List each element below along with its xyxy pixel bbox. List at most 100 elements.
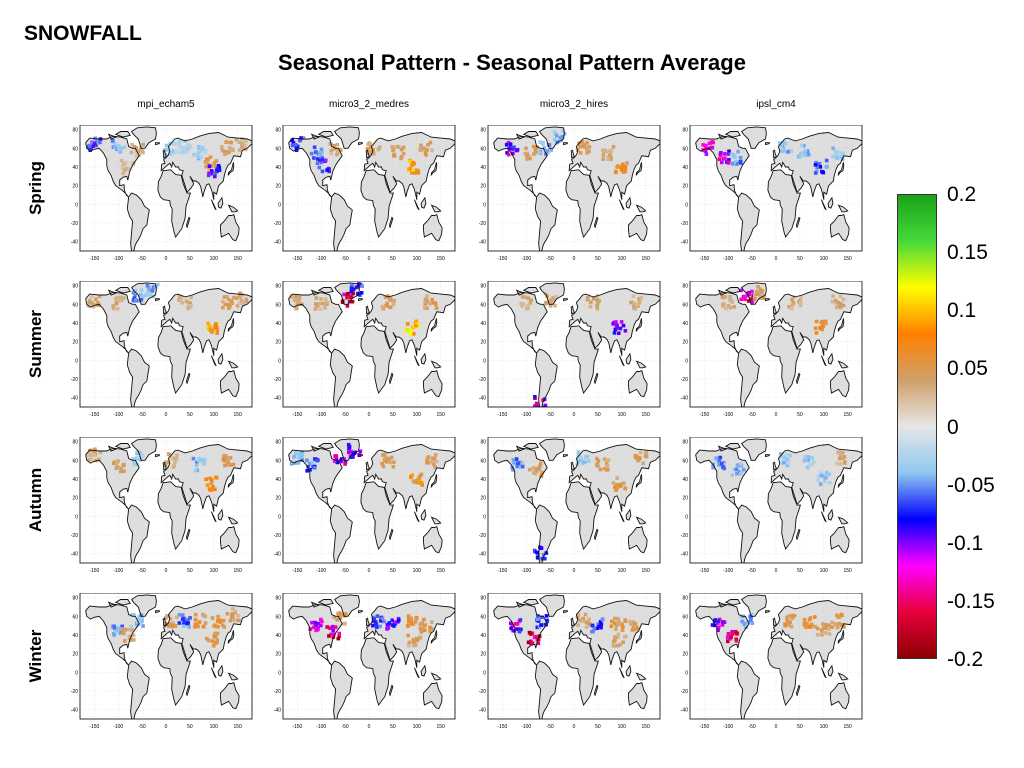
y-tick-label: 80 [72, 440, 78, 446]
snowfall-anomaly-cell [345, 304, 350, 308]
snowfall-anomaly-cell [338, 615, 342, 619]
snowfall-anomaly-cell [386, 625, 391, 630]
coastline [594, 216, 599, 228]
land-mass [360, 481, 394, 549]
snowfall-anomaly-cell [221, 299, 225, 304]
snowfall-anomaly-cell [186, 142, 190, 147]
snowfall-anomaly-cell [430, 297, 434, 302]
y-tick-label: 20 [682, 184, 688, 190]
coastline [130, 282, 157, 305]
snowfall-anomaly-cell [87, 300, 92, 304]
y-tick-label: -40 [681, 552, 688, 558]
y-tick-label: -20 [71, 533, 78, 539]
snowfall-anomaly-cell [225, 463, 229, 467]
snowfall-anomaly-cell [789, 306, 793, 311]
coastline [126, 192, 150, 251]
snowfall-anomaly-cell [714, 456, 719, 460]
snowfall-anomaly-cell-group [523, 144, 539, 162]
snowfall-anomaly-cell-group [611, 476, 628, 492]
y-tick-label: -40 [274, 708, 281, 714]
snowfall-anomaly-cell [119, 146, 124, 151]
snowfall-anomaly-cell [720, 623, 725, 627]
snowfall-anomaly-cell-group [802, 454, 816, 470]
snowfall-anomaly-cell [208, 476, 212, 481]
snowfall-anomaly-cell [635, 626, 640, 630]
snowfall-anomaly-cell [430, 620, 434, 624]
y-tick-label: -40 [681, 240, 688, 246]
x-tick-label: 150 [233, 256, 242, 262]
snowfall-anomaly-cell [188, 301, 193, 306]
y-tick-label: 40 [682, 477, 688, 483]
coastline [538, 282, 565, 305]
coastline [695, 135, 750, 198]
snowfall-anomaly-cell [390, 145, 394, 149]
snowfall-anomaly-cell [788, 620, 792, 624]
snowfall-anomaly-cell [537, 467, 541, 472]
x-tick-label: 0 [573, 724, 576, 730]
snowfall-anomaly-cell [618, 482, 622, 487]
snowfall-anomaly-cell [129, 638, 134, 642]
snowfall-anomaly-cell [89, 457, 94, 461]
y-tick-label: -20 [681, 689, 688, 695]
y-tick-label: 80 [480, 284, 486, 290]
snowfall-anomaly-cell [122, 168, 127, 173]
x-tick-label: 100 [618, 412, 627, 418]
coastline [160, 288, 252, 356]
snowfall-anomaly-cell [317, 155, 321, 159]
snowfall-anomaly-cell [204, 477, 208, 481]
y-tick-label: 20 [72, 340, 78, 346]
snowfall-anomaly-cell [610, 619, 614, 624]
snowfall-anomaly-cell [553, 303, 557, 308]
snowfall-anomaly-cell [618, 326, 623, 331]
land-mass [830, 526, 850, 553]
snowfall-anomaly-cell [735, 471, 739, 476]
coastline [358, 610, 363, 614]
land-mass [288, 604, 343, 665]
snowfall-anomaly-cell-group [425, 453, 439, 469]
snowfall-anomaly-cell [835, 150, 840, 154]
snowfall-anomaly-cell [414, 324, 418, 328]
snowfall-anomaly-cell [734, 159, 738, 164]
coastline [210, 667, 217, 679]
snowfall-anomaly-cell [194, 623, 198, 628]
snowfall-anomaly-cell [306, 465, 310, 469]
coastline [534, 660, 558, 719]
snowfall-anomaly-cell [228, 456, 233, 460]
snowfall-anomaly-cell [323, 297, 328, 301]
snowfall-anomaly-cell [140, 619, 144, 624]
snowfall-anomaly-cell [384, 460, 389, 464]
coastline [413, 199, 420, 211]
snowfall-anomaly-cell [414, 637, 419, 641]
snowfall-anomaly-cell [420, 483, 424, 487]
snowfall-anomaly-cell [579, 455, 583, 460]
snowfall-anomaly-cell [222, 453, 226, 458]
snowfall-anomaly-cell [701, 143, 706, 147]
snowfall-anomaly-cell [820, 628, 824, 632]
y-tick-label: 0 [278, 670, 281, 676]
snowfall-anomaly-cell [223, 302, 227, 306]
snowfall-anomaly-cell-group [206, 321, 220, 335]
snowfall-anomaly-cell [816, 474, 821, 479]
snowfall-anomaly-cell [834, 152, 839, 156]
snowfall-anomaly-cell [782, 460, 786, 465]
snowfall-anomaly-cell [237, 301, 242, 306]
snowfall-anomaly-cell [738, 159, 743, 164]
snowfall-anomaly-cell-group [177, 295, 193, 311]
snowfall-anomaly-cell [335, 152, 339, 157]
snowfall-anomaly-cell [734, 162, 739, 166]
x-tick-label: 0 [368, 256, 371, 262]
snowfall-anomaly-cell [425, 148, 429, 152]
snowfall-anomaly-cell [614, 320, 618, 324]
snowfall-anomaly-cell [821, 324, 826, 329]
snowfall-anomaly-cell [431, 462, 436, 466]
snowfall-anomaly-cell [514, 148, 519, 153]
snowfall-anomaly-cell [544, 301, 549, 305]
column-header-ipsl_cm4: ipsl_cm4 [756, 99, 796, 110]
snowfall-anomaly-cell [200, 147, 205, 152]
snowfall-anomaly-cell [780, 146, 784, 150]
x-tick-label: -150 [497, 256, 507, 262]
snowfall-anomaly-cell [316, 625, 320, 630]
snowfall-anomaly-cell [430, 301, 434, 305]
snowfall-anomaly-cell [617, 622, 622, 627]
snowfall-anomaly-cell [609, 624, 614, 629]
